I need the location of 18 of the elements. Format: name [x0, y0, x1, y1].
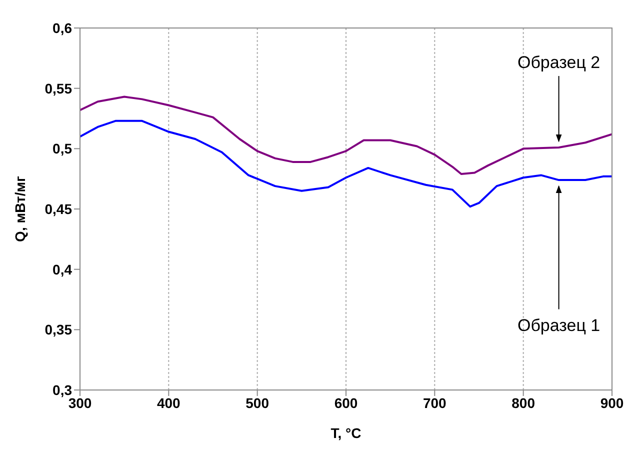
y-tick-label: 0,45	[44, 200, 72, 217]
x-tick-label: 900	[600, 394, 624, 411]
y-tick-label: 0,35	[44, 322, 72, 338]
x-tick-label: 500	[246, 394, 270, 411]
annotation: Образец 1	[517, 316, 600, 336]
x-tick-label: 800	[512, 394, 536, 411]
x-tick-label: 700	[422, 394, 447, 411]
y-tick-label: 0,55	[44, 80, 72, 96]
y-tick-label: 0,6	[52, 20, 72, 36]
line-series	[80, 96, 612, 176]
x-tick-label: 400	[156, 394, 181, 411]
annotation: Образец 2	[517, 53, 600, 72]
x-axis-title: T, °C	[330, 425, 362, 441]
y-tick-label: 0,4	[52, 261, 72, 278]
line-series	[80, 120, 612, 208]
y-tick-label: 0,5	[52, 140, 72, 157]
y-axis-title: Q, мВт/мг	[12, 176, 28, 242]
x-tick-label: 600	[334, 394, 358, 411]
